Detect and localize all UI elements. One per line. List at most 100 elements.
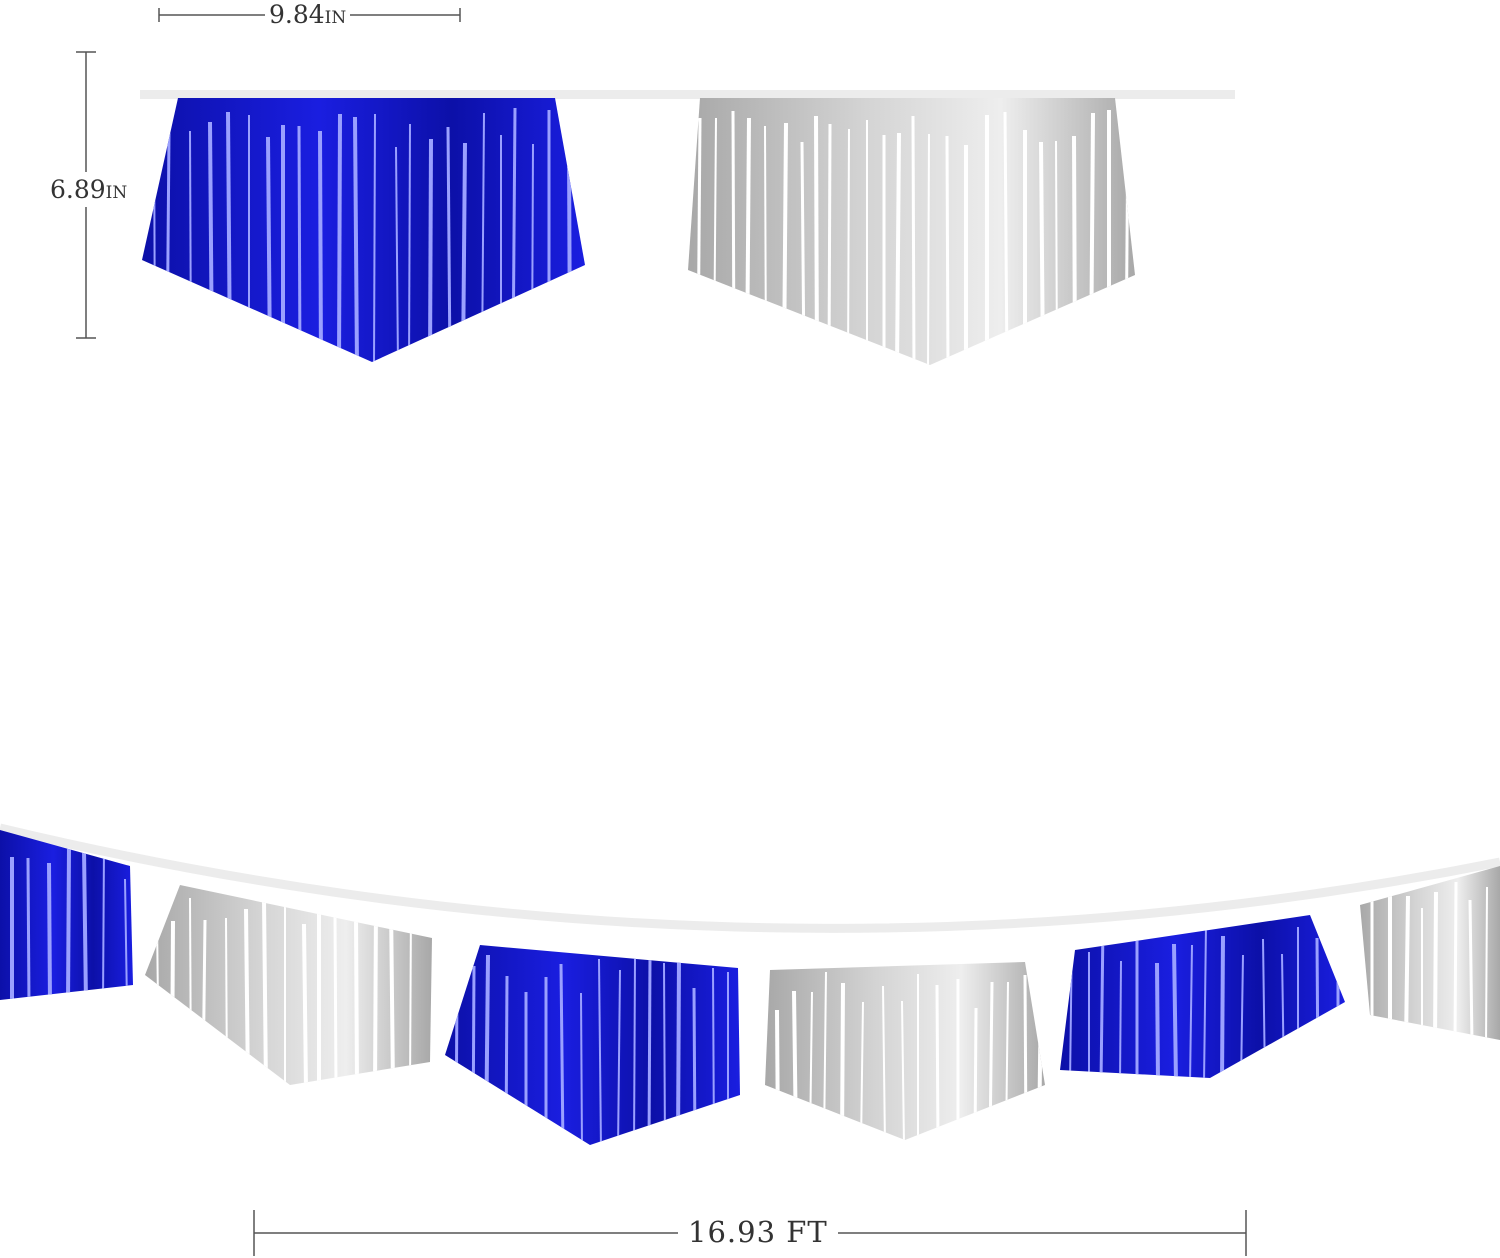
fringe-strip — [201, 919, 207, 1085]
blue-fringe-pennant — [0, 830, 133, 1000]
silver-fringe-pennant — [145, 885, 432, 1085]
fringe-strip — [297, 125, 302, 362]
width-unit: IN — [324, 8, 347, 28]
fringe-strip — [1037, 981, 1043, 1140]
pennant-body — [1060, 915, 1345, 1078]
fringe-strip — [764, 125, 767, 365]
garland-string — [0, 823, 1500, 933]
fringe-strip — [47, 862, 52, 1000]
fringe-strip — [1468, 899, 1474, 1040]
fringe-strip — [66, 845, 71, 1000]
fringe-strip — [395, 146, 399, 362]
fringe-strip — [504, 975, 509, 1145]
fringe-strip — [225, 917, 228, 1085]
fringe-strip — [226, 111, 232, 362]
fringe-strip — [712, 967, 715, 1145]
pennant-body — [688, 98, 1135, 365]
fringe-strip — [373, 113, 376, 362]
fringe-strip — [1220, 935, 1225, 1078]
fringe-strip — [244, 908, 250, 1085]
fringe-strip — [633, 955, 636, 1145]
fringe-strip — [531, 143, 534, 362]
fringe-strip — [1003, 111, 1009, 365]
fringe-strip — [1485, 886, 1488, 1040]
fringe-strip — [354, 917, 359, 1085]
fringe-strip — [901, 1000, 905, 1140]
fringe-strip — [1023, 974, 1028, 1140]
fringe-strip — [170, 920, 175, 1085]
fringe-strip — [827, 123, 832, 365]
fringe-strip — [676, 955, 681, 1145]
fringe-strip — [262, 898, 268, 1085]
fringe-strip — [567, 145, 572, 362]
fringe-strip — [1089, 112, 1095, 365]
fringe-strip — [318, 130, 323, 362]
fringe-strip — [745, 117, 751, 365]
pennant-body — [1360, 866, 1500, 1040]
fringe-strip — [333, 912, 338, 1085]
fringe-strip — [102, 845, 105, 1000]
fringe-strip — [663, 962, 666, 1145]
fringe-strip — [428, 138, 433, 362]
height-value: 6.89 — [50, 175, 106, 204]
fringe-strip — [1172, 943, 1178, 1078]
fringe-strip — [1124, 112, 1130, 365]
fringe-strip — [189, 130, 192, 362]
fringe-strip — [617, 969, 621, 1145]
fringe-strip — [692, 987, 697, 1145]
fringe-strip — [1119, 960, 1122, 1078]
fringe-strip — [484, 954, 490, 1145]
fringe-strip — [454, 985, 459, 1145]
fringe-strip — [337, 113, 342, 362]
fringe-strip — [1039, 141, 1045, 365]
fringe-strip — [1099, 924, 1105, 1078]
silver-fringe-pennant — [1360, 866, 1500, 1040]
fringe-strip — [935, 984, 940, 1140]
fringe-strip — [189, 897, 192, 1085]
height-label: 6.89IN — [50, 172, 128, 207]
fringe-strip — [1055, 140, 1058, 365]
fringe-strip — [1404, 895, 1410, 1040]
fringe-strip — [353, 116, 359, 362]
silver-fringe-pennant — [688, 98, 1135, 365]
fringe-strips — [10, 845, 128, 1000]
fringe-strip — [373, 900, 378, 1085]
fringe-strip — [988, 981, 994, 1140]
pennant-body — [145, 885, 432, 1085]
width-label: 9.84IN — [265, 0, 351, 29]
fringe-strip — [927, 133, 930, 365]
silver-fringe-pennant — [765, 962, 1045, 1140]
fringe-strip — [775, 1009, 780, 1140]
fringe-strip — [1453, 881, 1458, 1040]
fringe-strip — [945, 135, 950, 365]
fringe-strip — [1315, 937, 1320, 1078]
fringe-strip — [124, 878, 128, 1000]
pennant-body — [0, 830, 133, 1000]
fringe-strip — [792, 990, 798, 1140]
fringe-strip — [471, 965, 476, 1145]
pennant-body — [765, 962, 1045, 1140]
fringe-strip — [696, 117, 702, 365]
fringe-strip — [82, 848, 88, 1000]
length-label: 16.93 FT — [678, 1215, 838, 1249]
fringe-strip — [165, 132, 171, 362]
fringe-strip — [1072, 135, 1077, 365]
blue-fringe-pennant — [445, 945, 740, 1145]
fringe-strip — [266, 136, 272, 362]
fringe-strip — [1433, 891, 1438, 1040]
fringe-strip — [911, 115, 916, 365]
pennant-body — [445, 945, 740, 1145]
width-value: 9.84 — [269, 0, 325, 29]
fringe-strip — [731, 110, 736, 365]
blue-fringe-pennant — [1060, 915, 1345, 1078]
fringe-strip — [408, 123, 411, 362]
fringe-strip — [882, 985, 886, 1140]
fringe-strip — [461, 142, 467, 362]
pennant-body — [142, 98, 585, 362]
fringe-strip — [847, 128, 850, 365]
blue-fringe-pennant — [142, 98, 585, 362]
fringe-strip — [840, 982, 845, 1140]
fringe-strip — [814, 115, 819, 365]
